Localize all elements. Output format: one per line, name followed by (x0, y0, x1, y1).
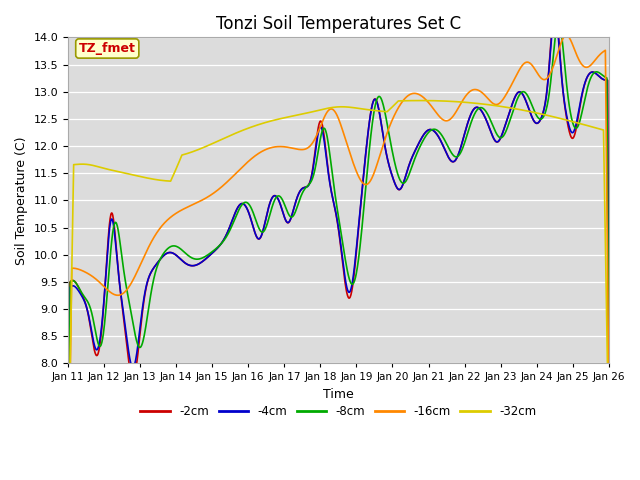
Text: TZ_fmet: TZ_fmet (79, 42, 136, 55)
-8cm (245, 201, 253, 207)
Line: -2cm: -2cm (68, 8, 609, 480)
-2cm (551, 5, 559, 11)
-8cm (541, 112, 548, 118)
-32cm (64, 479, 72, 480)
-16cm (184, 204, 192, 210)
-16cm (245, 158, 253, 164)
Line: -16cm: -16cm (68, 36, 609, 480)
Title: Tonzi Soil Temperatures Set C: Tonzi Soil Temperatures Set C (216, 15, 461, 33)
-2cm (172, 252, 179, 257)
-8cm (172, 243, 179, 249)
Line: -8cm: -8cm (68, 21, 609, 480)
-16cm (563, 33, 570, 38)
-8cm (184, 252, 192, 258)
Legend: -2cm, -4cm, -8cm, -16cm, -32cm: -2cm, -4cm, -8cm, -16cm, -32cm (136, 400, 541, 423)
-32cm (541, 112, 548, 118)
-32cm (417, 97, 424, 103)
-4cm (245, 210, 253, 216)
-2cm (245, 210, 253, 216)
-32cm (245, 125, 253, 131)
-2cm (422, 129, 430, 134)
-32cm (605, 439, 612, 445)
-4cm (551, 12, 559, 17)
Line: -4cm: -4cm (68, 14, 609, 480)
Line: -32cm: -32cm (68, 100, 609, 480)
-8cm (422, 132, 430, 138)
-32cm (172, 168, 179, 174)
-4cm (493, 139, 500, 145)
-32cm (422, 98, 430, 104)
-2cm (184, 262, 192, 268)
-16cm (493, 102, 500, 108)
-32cm (184, 150, 192, 156)
-8cm (493, 131, 500, 137)
-32cm (493, 103, 501, 109)
-2cm (541, 104, 548, 110)
-16cm (422, 97, 430, 103)
-4cm (184, 262, 192, 268)
-16cm (605, 384, 612, 389)
Y-axis label: Soil Temperature (C): Soil Temperature (C) (15, 136, 28, 264)
X-axis label: Time: Time (323, 388, 354, 401)
-8cm (554, 18, 562, 24)
-2cm (493, 139, 500, 145)
-8cm (605, 375, 612, 381)
-4cm (422, 129, 430, 134)
-4cm (541, 104, 548, 110)
-4cm (605, 364, 612, 370)
-16cm (541, 77, 548, 83)
-2cm (605, 347, 612, 352)
-4cm (172, 252, 179, 257)
-16cm (172, 211, 179, 217)
